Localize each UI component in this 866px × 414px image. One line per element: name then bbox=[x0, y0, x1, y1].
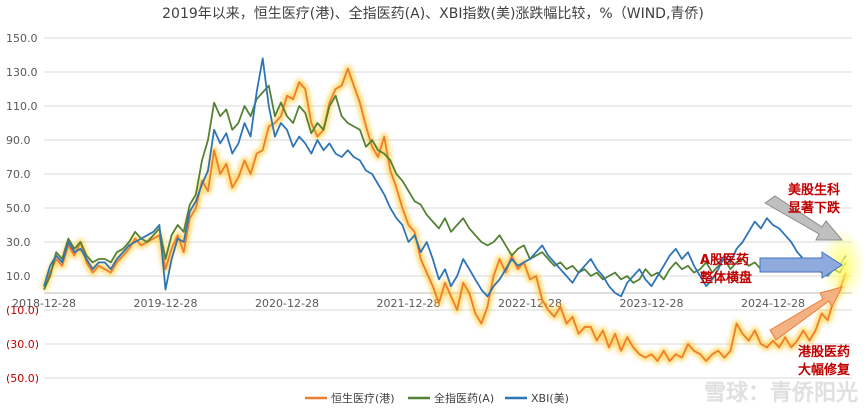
arrow-us-decline bbox=[764, 195, 844, 241]
y-tick-label: (10.0) bbox=[6, 304, 39, 317]
x-tick-label: 2019-12-28 bbox=[134, 297, 198, 310]
legend: 恒生医疗(港) 全指医药(A) XBI(美) bbox=[305, 391, 569, 405]
legend-label: XBI(美) bbox=[531, 392, 569, 405]
legend-label: 恒生医疗(港) bbox=[331, 391, 395, 405]
annotation-arrows bbox=[759, 195, 844, 341]
x-tick-label: 2021-12-28 bbox=[377, 297, 441, 310]
svg-text:A股医药: A股医药 bbox=[700, 252, 749, 268]
svg-text:大幅修复: 大幅修复 bbox=[798, 362, 851, 378]
svg-text:显著下跌: 显著下跌 bbox=[788, 200, 841, 216]
y-tick-label: 30.0 bbox=[6, 236, 31, 249]
legend-label: 全指医药(A) bbox=[434, 391, 494, 405]
y-tick-label: (30.0) bbox=[6, 338, 39, 351]
y-tick-label: 10.0 bbox=[6, 270, 31, 283]
svg-text:美股生科: 美股生科 bbox=[788, 182, 840, 198]
annotation-us: 美股生科 显著下跌 bbox=[788, 182, 841, 216]
arrow-a-flat bbox=[759, 251, 843, 279]
y-tick-label: 90.0 bbox=[6, 134, 31, 147]
series-line-2 bbox=[43, 57, 847, 298]
y-tick-label: (50.0) bbox=[6, 372, 39, 385]
x-tick-label: 2022-12-28 bbox=[498, 297, 562, 310]
plot-area bbox=[40, 57, 850, 365]
x-tick-label: 2023-12-28 bbox=[620, 297, 684, 310]
end-highlight bbox=[821, 229, 865, 301]
y-axis: 150.0 130.0 110.0 90.0 70.0 50.0 30.0 10.0 (10.0… bbox=[6, 32, 39, 385]
y-tick-label: 70.0 bbox=[6, 168, 31, 181]
x-axis: 2018-12-28 2019-12-28 2020-12-28 2021-12-28… bbox=[12, 292, 852, 310]
watermark: 雪球：青侨阳光 bbox=[704, 380, 858, 406]
y-tick-label: 150.0 bbox=[6, 32, 38, 45]
y-tick-label: 110.0 bbox=[6, 100, 38, 113]
arrow-hk-recover bbox=[769, 286, 843, 341]
y-tick-label: 50.0 bbox=[6, 202, 31, 215]
y-tick-label: 130.0 bbox=[6, 66, 38, 79]
annotation-hk: 港股医药 大幅修复 bbox=[798, 344, 851, 378]
chart-title: 2019年以来，恒生医疗(港)、全指医药(A)、XBI指数(美)涨跌幅比较，%（… bbox=[162, 5, 704, 22]
x-tick-label: 2024-12-28 bbox=[741, 297, 805, 310]
x-tick-label: 2018-12-28 bbox=[12, 297, 76, 310]
svg-text:港股医药: 港股医药 bbox=[798, 344, 850, 360]
series-glow bbox=[40, 65, 850, 365]
series-line-1 bbox=[43, 84, 847, 290]
series-line-0 bbox=[43, 67, 847, 362]
svg-text:整体横盘: 整体横盘 bbox=[699, 270, 752, 286]
x-tick-label: 2020-12-28 bbox=[255, 297, 319, 310]
annotation-a: A股医药 整体横盘 bbox=[699, 252, 752, 286]
grid bbox=[44, 37, 852, 379]
